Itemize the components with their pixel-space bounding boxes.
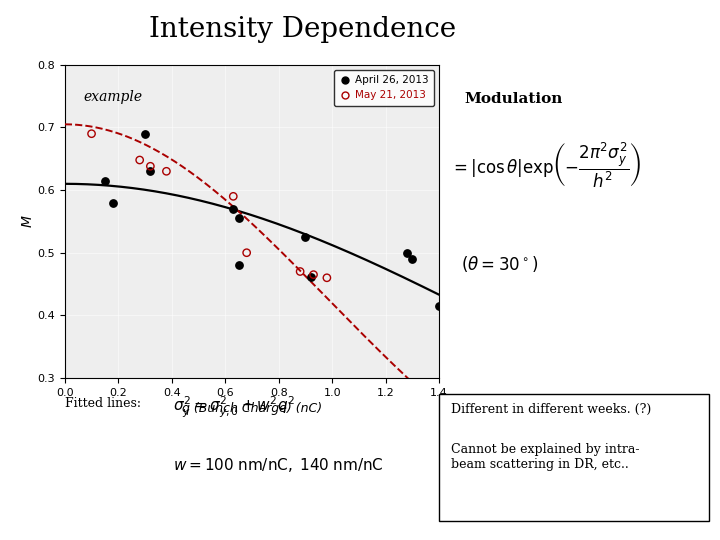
Legend: April 26, 2013, May 21, 2013: April 26, 2013, May 21, 2013 bbox=[334, 70, 434, 106]
Point bbox=[145, 162, 156, 171]
Text: $= |\cos\theta|\exp\!\left(-\dfrac{2\pi^2\sigma_y^2}{h^2}\right)$: $= |\cos\theta|\exp\!\left(-\dfrac{2\pi^… bbox=[450, 140, 641, 190]
Point bbox=[233, 261, 244, 269]
Point bbox=[401, 248, 413, 257]
Point bbox=[233, 214, 244, 222]
Point bbox=[161, 167, 172, 176]
Point bbox=[307, 271, 319, 279]
Point bbox=[321, 273, 333, 282]
Point bbox=[107, 198, 119, 207]
Point bbox=[228, 205, 239, 213]
Point bbox=[86, 130, 97, 138]
Point bbox=[433, 302, 445, 310]
Point bbox=[305, 272, 317, 281]
Text: Cannot be explained by intra-
beam scattering in DR, etc..: Cannot be explained by intra- beam scatt… bbox=[451, 443, 640, 471]
Point bbox=[300, 233, 311, 241]
Point bbox=[145, 167, 156, 176]
Point bbox=[294, 267, 306, 276]
Point bbox=[99, 177, 111, 185]
Text: $(\theta = 30^\circ)$: $(\theta = 30^\circ)$ bbox=[461, 254, 539, 274]
Text: example: example bbox=[84, 90, 143, 104]
Text: $\sigma_y^2 = \sigma_{y,0}^2 + w^2 q^2$: $\sigma_y^2 = \sigma_{y,0}^2 + w^2 q^2$ bbox=[173, 395, 295, 420]
Text: Fitted lines:: Fitted lines: bbox=[65, 397, 141, 410]
Point bbox=[241, 248, 253, 257]
Point bbox=[228, 192, 239, 201]
Text: Modulation: Modulation bbox=[464, 92, 563, 106]
Point bbox=[407, 255, 418, 264]
Text: $w = 100\;\mathrm{nm/nC},\;140\;\mathrm{nm/nC}$: $w = 100\;\mathrm{nm/nC},\;140\;\mathrm{… bbox=[173, 456, 384, 474]
Text: Intensity Dependence: Intensity Dependence bbox=[149, 16, 456, 43]
Y-axis label: M: M bbox=[21, 215, 35, 227]
Point bbox=[139, 130, 150, 138]
Point bbox=[134, 156, 145, 164]
X-axis label: q (Bunch Charge) (nC): q (Bunch Charge) (nC) bbox=[182, 402, 322, 415]
Text: Different in different weeks. (?): Different in different weeks. (?) bbox=[451, 403, 652, 416]
